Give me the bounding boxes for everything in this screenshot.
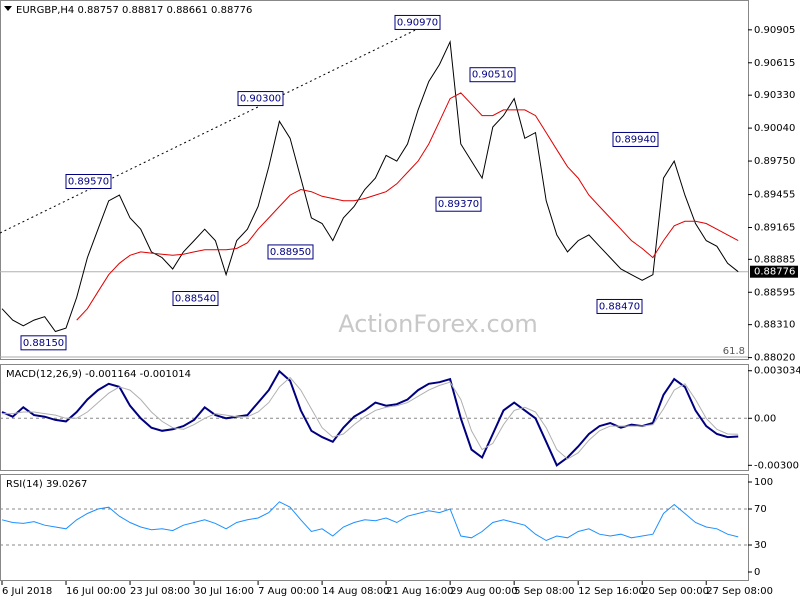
x-tick-label: 30 Jul 16:00 <box>194 586 254 597</box>
rsi-panel <box>0 474 749 581</box>
series-line <box>2 376 739 460</box>
x-tick-label: 14 Aug 08:00 <box>322 586 389 597</box>
annotation-box <box>612 131 659 147</box>
annotation-label: 0.89370 <box>438 199 479 210</box>
x-tick-label: 7 Aug 00:00 <box>258 586 319 597</box>
annotation-box <box>394 14 441 30</box>
macd-title: MACD(12,26,9) -0.001164 -0.001014 <box>6 369 191 380</box>
series-line <box>1 39 739 333</box>
y-tick-label: 0.90905 <box>754 25 795 36</box>
annotation-box <box>596 298 643 314</box>
series-line <box>1 501 739 542</box>
current-price-label: 0.88776 <box>754 267 795 278</box>
y-tick-label: 0.89750 <box>754 156 795 167</box>
current-price-box <box>750 265 798 278</box>
fib-label: 61.8 <box>723 346 745 357</box>
annotation-label: 0.88470 <box>599 301 640 312</box>
x-tick-label: 27 Sep 08:00 <box>706 586 773 597</box>
y-tick-label: 0.90615 <box>754 58 795 69</box>
x-tick-label: 23 Jul 08:00 <box>130 586 190 597</box>
annotation-label: 0.90970 <box>397 17 438 28</box>
chart-title: EURGBP,H4 0.88757 0.88817 0.88661 0.8877… <box>16 5 252 16</box>
price-panel <box>0 0 749 360</box>
x-tick-label: 21 Aug 16:00 <box>386 586 453 597</box>
y-tick-label: 100 <box>754 477 773 488</box>
annotation-box <box>435 196 482 212</box>
y-tick-label: 0.88020 <box>754 353 795 364</box>
annotation-label: 0.88950 <box>270 247 311 258</box>
annotation-box <box>267 244 314 260</box>
y-tick-label: 0.89165 <box>754 223 795 234</box>
annotation-label: 0.88540 <box>175 294 216 305</box>
y-tick-label: 0.89455 <box>754 190 795 201</box>
x-tick-label: 16 Jul 00:00 <box>66 586 126 597</box>
annotation-label: 0.89570 <box>68 177 109 188</box>
y-tick-label: 30 <box>754 540 767 551</box>
macd-panel <box>0 364 749 471</box>
annotation-box <box>237 91 284 107</box>
trend-line <box>0 17 441 234</box>
annotation-label: 0.90510 <box>472 70 513 81</box>
y-tick-label: 70 <box>754 504 767 515</box>
annotation-box <box>172 291 219 307</box>
annotation-label: 0.89940 <box>615 134 656 145</box>
y-tick-label: 0.003034 <box>754 366 800 377</box>
annotation-box <box>20 335 67 351</box>
y-tick-label: 0 <box>754 567 760 578</box>
x-tick-label: 5 Sep 08:00 <box>514 586 574 597</box>
series-line <box>1 369 739 467</box>
y-tick-label: 0.88885 <box>754 254 795 265</box>
x-tick-label: 12 Sep 16:00 <box>578 586 645 597</box>
watermark: ActionForex.com <box>338 310 538 338</box>
x-tick-label: 6 Jul 2018 <box>2 586 52 597</box>
y-tick-label: 0.88595 <box>754 287 795 298</box>
y-tick-label: 0.90040 <box>754 123 795 134</box>
series-line <box>76 92 739 321</box>
annotation-label: 0.90300 <box>240 94 281 105</box>
y-tick-label: 0.90330 <box>754 90 795 101</box>
y-tick-label: 0.00 <box>754 413 776 424</box>
annotation-box <box>65 174 112 189</box>
rsi-title: RSI(14) 39.0267 <box>6 479 87 490</box>
x-tick-label: 20 Sep 00:00 <box>642 586 709 597</box>
annotation-label: 0.88150 <box>23 338 64 349</box>
menu-arrow <box>4 6 12 11</box>
y-tick-label: 0.88310 <box>754 320 795 331</box>
annotation-box <box>469 67 516 83</box>
x-tick-label: 29 Aug 00:00 <box>450 586 517 597</box>
